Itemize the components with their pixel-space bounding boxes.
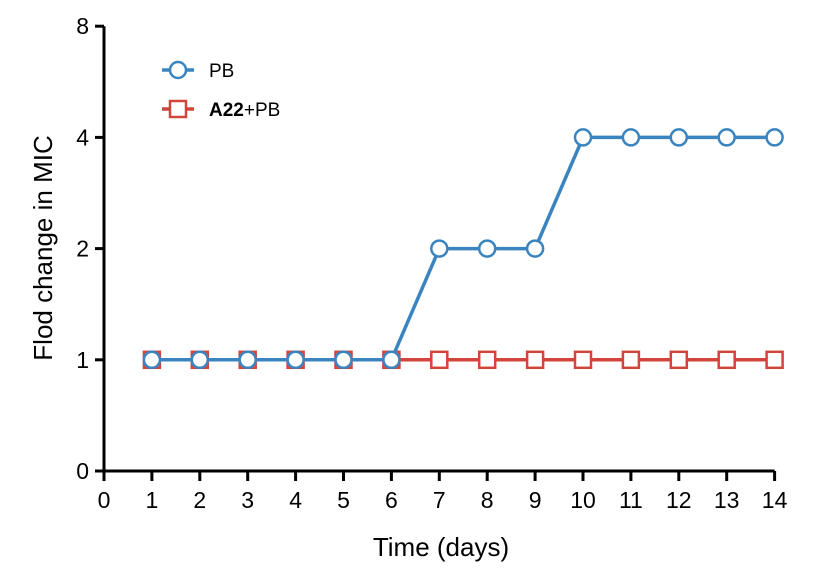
series-pb (142, 128, 784, 370)
data-point-circle (190, 350, 210, 370)
data-point-square (669, 350, 689, 370)
data-point-square (717, 350, 736, 370)
data-point-square (477, 350, 497, 370)
data-point-square (621, 350, 641, 370)
y-tick-label: 1 (76, 347, 89, 373)
x-tick-label: 1 (146, 487, 159, 513)
data-point-circle (334, 350, 353, 370)
data-point-circle (238, 350, 257, 370)
legend-marker-circle (168, 60, 188, 80)
x-tick-label: 3 (241, 487, 254, 513)
data-point-circle (717, 128, 736, 147)
legend-label: PB (209, 61, 234, 82)
x-tick-label: 11 (619, 487, 643, 513)
legend-item: PB (162, 60, 234, 82)
data-point-circle (430, 239, 449, 258)
x-tick-label: 6 (385, 487, 398, 513)
data-point-circle (573, 128, 593, 147)
data-point-circle (765, 128, 784, 147)
x-tick-label: 8 (481, 487, 494, 513)
legend-label: A22+PB (209, 100, 280, 121)
x-tick-label: 5 (337, 487, 350, 513)
data-point-circle (142, 350, 162, 370)
legend-label-rest: +PB (244, 100, 280, 121)
y-tick-label: 2 (76, 236, 89, 262)
y-tick-label: 0 (76, 458, 89, 484)
data-point-square (765, 350, 784, 370)
series-line (151, 135, 775, 362)
data-point-circle (477, 239, 497, 258)
data-point-square (573, 350, 593, 370)
x-tick-label: 13 (714, 487, 740, 513)
x-tick-label: 2 (193, 487, 206, 513)
x-tick-label: 12 (666, 487, 692, 513)
legend-item: A22+PB (162, 99, 280, 121)
series-layer (142, 128, 784, 370)
x-tick-label: 0 (98, 487, 111, 513)
x-tick-label: 14 (762, 487, 788, 513)
x-tick-label: 4 (289, 487, 302, 513)
x-tick-label: 10 (570, 487, 596, 513)
x-axis-title: Time (days) (373, 532, 509, 562)
data-point-square (430, 350, 449, 370)
y-tick-label: 8 (76, 13, 89, 39)
x-tick-label: 9 (529, 487, 542, 513)
data-point-square (525, 350, 545, 370)
x-tick-label: 7 (433, 487, 446, 513)
legend-marker-square (168, 99, 188, 119)
y-tick-label: 4 (76, 124, 89, 150)
legend: PB A22+PB (162, 60, 280, 121)
data-point-circle (525, 239, 545, 258)
data-point-circle (621, 128, 641, 147)
legend-label-bold: A22 (209, 100, 244, 121)
y-axis-title: Flod change in MIC (28, 135, 58, 360)
data-point-circle (286, 350, 305, 370)
data-point-circle (669, 128, 689, 147)
data-point-circle (382, 350, 401, 370)
